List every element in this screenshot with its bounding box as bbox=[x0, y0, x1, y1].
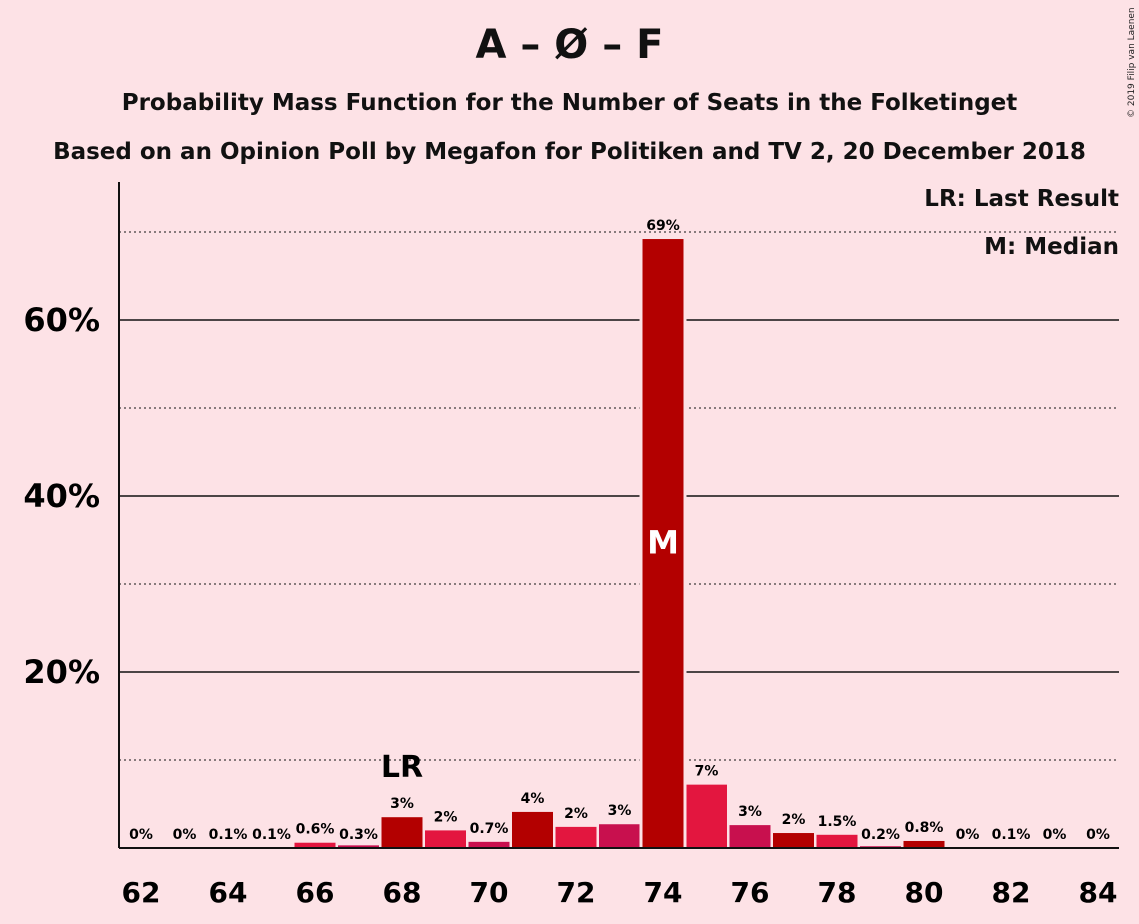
bars bbox=[207, 239, 1032, 849]
x-tick-label: 62 bbox=[122, 876, 161, 909]
bar-value-label: 0% bbox=[1043, 827, 1067, 843]
bar-value-label: 1.5% bbox=[818, 814, 857, 830]
chart-subtitle-source: Based on an Opinion Poll by Megafon for … bbox=[53, 139, 1086, 165]
gridlines bbox=[119, 231, 1119, 761]
bar-value-label: 3% bbox=[390, 796, 414, 812]
x-tick-label: 82 bbox=[992, 876, 1031, 909]
legend-median: M: Median bbox=[984, 234, 1119, 260]
x-tick-label: 66 bbox=[296, 876, 335, 909]
bar-value-label: 4% bbox=[521, 791, 545, 807]
bar-value-label: 2% bbox=[564, 806, 588, 822]
x-tick-label: 78 bbox=[818, 876, 857, 909]
x-tick-label: 68 bbox=[383, 876, 422, 909]
bar-value-label: 2% bbox=[434, 809, 458, 825]
bar-value-label: 0.3% bbox=[339, 827, 378, 843]
bar bbox=[425, 830, 466, 848]
bar-value-label: 0.1% bbox=[992, 827, 1031, 843]
y-tick-label: 60% bbox=[23, 301, 100, 339]
chart-title: A – Ø – F bbox=[475, 22, 664, 68]
bar bbox=[468, 841, 510, 848]
axes: 20% 40% 60% 62 64 66 68 70 72 74 76 78 80 82 84 bbox=[23, 182, 1119, 909]
x-tick-label: 72 bbox=[557, 876, 596, 909]
legend-last-result: LR: Last Result bbox=[924, 186, 1119, 212]
bar-value-label: 0% bbox=[173, 827, 197, 843]
bar-value-label: 69% bbox=[646, 218, 680, 234]
bar-value-label: 0% bbox=[1086, 827, 1110, 843]
y-tick-label: 40% bbox=[23, 477, 100, 515]
bar-value-label: 7% bbox=[695, 764, 719, 780]
bar bbox=[686, 784, 727, 848]
last-result-marker: LR bbox=[381, 750, 423, 785]
bar-value-label: 0% bbox=[129, 827, 153, 843]
bar-value-label: 2% bbox=[782, 812, 806, 828]
bar bbox=[599, 824, 640, 848]
bar-value-label: 3% bbox=[608, 803, 632, 819]
bar bbox=[642, 239, 684, 849]
data-labels: 0% 0% 0.1% 0.1% 0.6% 0.3%3%2%0.7%4%2% 3%69%7%3… bbox=[129, 218, 1110, 843]
bar-value-label: 3% bbox=[738, 804, 762, 820]
bar bbox=[903, 840, 945, 848]
bar-value-label: 0.8% bbox=[905, 820, 944, 836]
x-tick-label: 80 bbox=[905, 876, 944, 909]
x-tick-label: 64 bbox=[209, 876, 248, 909]
bar bbox=[555, 826, 597, 848]
bar-value-label: 0.2% bbox=[861, 827, 900, 843]
bar-value-label: 0.1% bbox=[209, 827, 248, 843]
bar bbox=[294, 842, 336, 848]
bar-value-label: 0.1% bbox=[252, 827, 291, 843]
bar bbox=[773, 833, 814, 848]
bar bbox=[729, 825, 771, 848]
bar bbox=[512, 811, 553, 848]
bar-value-label: 0.7% bbox=[470, 821, 509, 837]
bar bbox=[338, 845, 379, 848]
bar-value-label: 0.6% bbox=[296, 822, 335, 838]
chart-subtitle: Probability Mass Function for the Number… bbox=[121, 90, 1018, 116]
bar bbox=[816, 834, 858, 848]
x-tick-label: 70 bbox=[470, 876, 509, 909]
median-gap-left bbox=[639, 239, 643, 849]
x-tick-label: 84 bbox=[1079, 876, 1118, 909]
x-tick-label: 74 bbox=[644, 876, 683, 909]
y-tick-label: 20% bbox=[23, 653, 100, 691]
x-tick-label: 76 bbox=[731, 876, 770, 909]
bar-value-label: 0% bbox=[956, 827, 980, 843]
bar bbox=[381, 817, 423, 848]
median-gap-right bbox=[683, 239, 687, 849]
median-marker: M bbox=[647, 524, 679, 562]
